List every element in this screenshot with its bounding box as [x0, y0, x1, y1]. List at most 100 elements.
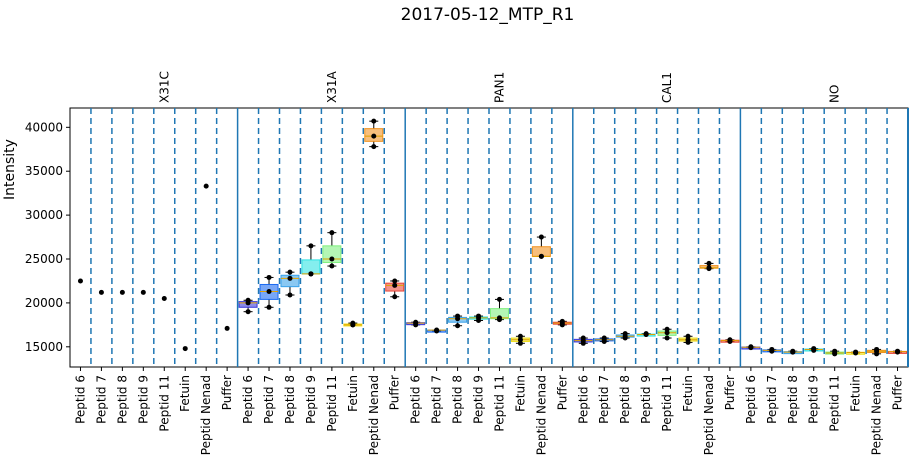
- x-tick-label: Peptid 9: [304, 375, 318, 424]
- x-tick-label: Puffer: [891, 375, 905, 410]
- group-label: NO: [828, 85, 842, 103]
- x-tick-label: Peptid 8: [618, 375, 632, 424]
- x-tick-label: Peptid 9: [639, 375, 653, 424]
- data-point: [496, 296, 502, 302]
- data-point: [790, 349, 796, 355]
- data-point: [392, 278, 398, 284]
- data-point: [538, 253, 544, 259]
- x-tick-label: Peptid Nenad: [870, 375, 884, 455]
- chart-title: 2017-05-12_MTP_R1: [400, 5, 575, 25]
- x-tick-label: Puffer: [220, 375, 234, 410]
- x-tick-label: Peptid Nenad: [199, 375, 213, 455]
- y-tick-label: 40000: [25, 120, 63, 134]
- group-label: CAL1: [660, 72, 674, 103]
- box: [322, 245, 342, 264]
- box: [280, 274, 300, 288]
- data-point: [476, 315, 482, 321]
- x-tick-label: Peptid 7: [262, 375, 276, 424]
- data-point: [853, 350, 859, 356]
- x-tick-label: Peptid 8: [115, 375, 129, 424]
- x-tick-label: Peptid 11: [157, 375, 171, 432]
- data-point: [77, 278, 83, 284]
- data-point: [371, 118, 377, 124]
- data-point: [727, 338, 733, 344]
- data-point: [685, 337, 691, 343]
- data-point: [287, 269, 293, 275]
- x-tick-label: Peptid Nenad: [367, 375, 381, 455]
- data-point: [559, 320, 565, 326]
- x-tick-label: Peptid 11: [660, 375, 674, 432]
- data-point: [496, 315, 502, 321]
- x-tick-label: Fetuin: [513, 375, 527, 412]
- data-point: [203, 183, 209, 189]
- data-point: [266, 274, 272, 280]
- data-point: [706, 265, 712, 271]
- data-point: [287, 275, 293, 281]
- data-point: [329, 256, 335, 262]
- data-point: [266, 288, 272, 294]
- data-point: [434, 327, 440, 333]
- y-tick-label: 15000: [25, 340, 63, 354]
- x-tick-label: Puffer: [555, 375, 569, 410]
- y-tick-label: 25000: [25, 252, 63, 266]
- group-label: X31A: [325, 71, 339, 103]
- x-tick-label: Peptid 7: [765, 375, 779, 424]
- y-tick-label: 35000: [25, 164, 63, 178]
- x-tick-label: Peptid 7: [430, 375, 444, 424]
- data-point: [643, 332, 649, 338]
- data-point: [455, 323, 461, 329]
- data-point: [413, 320, 419, 326]
- data-point: [98, 289, 104, 295]
- data-point: [517, 340, 523, 346]
- data-point: [517, 337, 523, 343]
- data-point: [308, 271, 314, 277]
- x-tick-label: Peptid 9: [472, 375, 486, 424]
- data-point: [329, 230, 335, 236]
- data-point: [140, 289, 146, 295]
- data-point: [245, 300, 251, 306]
- group-label: X31C: [157, 71, 171, 103]
- data-point: [832, 350, 838, 356]
- data-point: [538, 234, 544, 240]
- x-tick-label: Peptid 8: [283, 375, 297, 424]
- x-tick-label: Peptid 7: [94, 375, 108, 424]
- data-point: [371, 133, 377, 139]
- x-tick-label: Peptid 6: [241, 375, 255, 424]
- data-point: [769, 347, 775, 353]
- x-tick-label: Peptid 11: [325, 375, 339, 432]
- data-point: [895, 349, 901, 355]
- x-tick-label: Peptid 6: [409, 375, 423, 424]
- x-tick-label: Puffer: [388, 375, 402, 410]
- data-point: [308, 243, 314, 249]
- x-tick-label: Peptid 7: [597, 375, 611, 424]
- data-point: [455, 316, 461, 322]
- data-point: [517, 333, 523, 339]
- x-tick-label: Peptid 8: [786, 375, 800, 424]
- x-tick-label: Peptid 6: [73, 375, 87, 424]
- data-point: [161, 296, 167, 302]
- x-tick-label: Fetuin: [346, 375, 360, 412]
- data-point: [224, 325, 230, 331]
- data-point: [392, 282, 398, 288]
- data-point: [874, 348, 880, 354]
- data-point: [664, 330, 670, 336]
- y-tick-label: 20000: [25, 296, 63, 310]
- x-tick-label: Fetuin: [849, 375, 863, 412]
- data-point: [664, 326, 670, 332]
- y-tick-label: 30000: [25, 208, 63, 222]
- data-point: [664, 335, 670, 341]
- x-tick-label: Puffer: [723, 375, 737, 410]
- x-tick-label: Peptid 9: [807, 375, 821, 424]
- data-point: [601, 337, 607, 343]
- x-tick-label: Fetuin: [681, 375, 695, 412]
- x-tick-label: Peptid 9: [136, 375, 150, 424]
- data-point: [119, 289, 125, 295]
- group-label: PAN1: [492, 72, 506, 103]
- data-point: [706, 260, 712, 266]
- data-point: [287, 292, 293, 298]
- data-point: [371, 144, 377, 150]
- data-point: [245, 309, 251, 315]
- x-tick-label: Peptid 11: [828, 375, 842, 432]
- data-point: [350, 322, 356, 328]
